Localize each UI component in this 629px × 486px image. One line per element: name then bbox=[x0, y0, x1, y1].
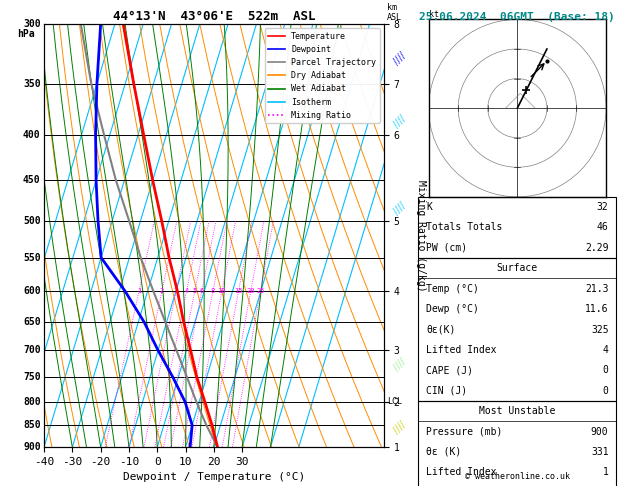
Text: 900: 900 bbox=[591, 427, 608, 436]
X-axis label: Dewpoint / Temperature (°C): Dewpoint / Temperature (°C) bbox=[123, 472, 305, 483]
Text: CAPE (J): CAPE (J) bbox=[426, 365, 473, 375]
Text: θε (K): θε (K) bbox=[426, 447, 462, 457]
Text: Most Unstable: Most Unstable bbox=[479, 406, 555, 416]
Text: θε(K): θε(K) bbox=[426, 325, 455, 334]
Text: hPa: hPa bbox=[17, 29, 35, 38]
Text: 4: 4 bbox=[603, 345, 608, 355]
Text: ////: //// bbox=[391, 113, 408, 130]
Text: ////: //// bbox=[391, 201, 408, 217]
Text: 15: 15 bbox=[235, 288, 243, 294]
Text: 325: 325 bbox=[591, 325, 608, 334]
Text: 331: 331 bbox=[591, 447, 608, 457]
Text: 46: 46 bbox=[597, 223, 608, 232]
Text: 5: 5 bbox=[192, 288, 197, 294]
Text: 600: 600 bbox=[23, 286, 41, 296]
Text: 300: 300 bbox=[23, 19, 41, 29]
Text: ////: //// bbox=[391, 419, 408, 436]
Text: Surface: Surface bbox=[497, 263, 538, 273]
Text: K: K bbox=[426, 202, 432, 212]
Title: 44°13'N  43°06'E  522m  ASL: 44°13'N 43°06'E 522m ASL bbox=[113, 10, 315, 23]
Text: 2: 2 bbox=[160, 288, 164, 294]
Legend: Temperature, Dewpoint, Parcel Trajectory, Dry Adiabat, Wet Adiabat, Isotherm, Mi: Temperature, Dewpoint, Parcel Trajectory… bbox=[265, 29, 379, 123]
Text: 8: 8 bbox=[211, 288, 215, 294]
Text: LCL: LCL bbox=[387, 397, 402, 406]
Text: km
ASL: km ASL bbox=[387, 3, 402, 22]
Text: 900: 900 bbox=[23, 442, 41, 452]
Text: 650: 650 bbox=[23, 317, 41, 327]
Text: 700: 700 bbox=[23, 346, 41, 355]
Text: 25.06.2024  06GMT  (Base: 18): 25.06.2024 06GMT (Base: 18) bbox=[420, 12, 615, 22]
Text: 400: 400 bbox=[23, 130, 41, 140]
Text: Totals Totals: Totals Totals bbox=[426, 223, 503, 232]
Text: 0: 0 bbox=[603, 365, 608, 375]
Y-axis label: Mixing Ratio (g/kg): Mixing Ratio (g/kg) bbox=[416, 180, 426, 292]
Text: 25: 25 bbox=[256, 288, 265, 294]
Text: 6: 6 bbox=[199, 288, 204, 294]
Text: 850: 850 bbox=[23, 420, 41, 430]
Text: Pressure (mb): Pressure (mb) bbox=[426, 427, 503, 436]
Text: 32: 32 bbox=[597, 202, 608, 212]
Text: 750: 750 bbox=[23, 372, 41, 382]
Text: 350: 350 bbox=[23, 79, 41, 88]
Text: ////: //// bbox=[391, 50, 408, 67]
Text: © weatheronline.co.uk: © weatheronline.co.uk bbox=[465, 472, 570, 481]
Text: Lifted Index: Lifted Index bbox=[426, 468, 497, 477]
Text: 2.29: 2.29 bbox=[585, 243, 608, 253]
Text: 1: 1 bbox=[603, 468, 608, 477]
Text: Dewp (°C): Dewp (°C) bbox=[426, 304, 479, 314]
Text: PW (cm): PW (cm) bbox=[426, 243, 467, 253]
Text: Temp (°C): Temp (°C) bbox=[426, 284, 479, 294]
Text: 11.6: 11.6 bbox=[585, 304, 608, 314]
Text: 20: 20 bbox=[247, 288, 255, 294]
Text: CIN (J): CIN (J) bbox=[426, 386, 467, 396]
Text: 3: 3 bbox=[174, 288, 178, 294]
Text: 1: 1 bbox=[137, 288, 141, 294]
Text: 21.3: 21.3 bbox=[585, 284, 608, 294]
Text: 10: 10 bbox=[218, 288, 226, 294]
Text: 550: 550 bbox=[23, 253, 41, 262]
Text: 450: 450 bbox=[23, 175, 41, 185]
Text: ////: //// bbox=[391, 356, 408, 373]
Text: 4: 4 bbox=[184, 288, 189, 294]
Text: kt: kt bbox=[428, 10, 438, 19]
Text: 0: 0 bbox=[603, 386, 608, 396]
Text: 800: 800 bbox=[23, 397, 41, 407]
Text: Lifted Index: Lifted Index bbox=[426, 345, 497, 355]
Text: 500: 500 bbox=[23, 216, 41, 226]
